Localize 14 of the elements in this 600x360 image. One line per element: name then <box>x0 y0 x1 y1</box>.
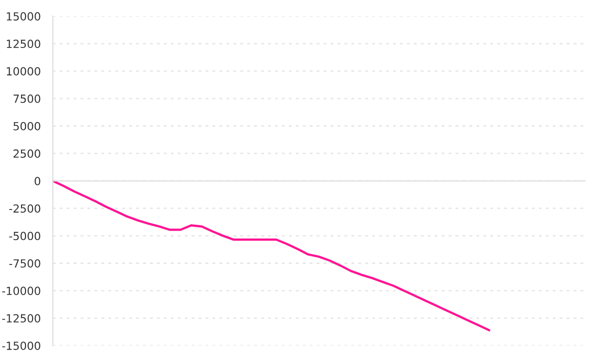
y-tick-label: 12500 <box>6 40 40 48</box>
y-tick-label: 0 <box>34 176 40 186</box>
y-tick-label: 2500 <box>14 149 40 158</box>
y-tick-label: -10000 <box>2 286 40 296</box>
y-tick-label: 7500 <box>14 94 40 103</box>
y-tick-label: 15000 <box>6 12 40 21</box>
y-tick-label: -5000 <box>9 232 40 240</box>
y-tick-label: -2500 <box>9 204 40 213</box>
y-tick-label: 5000 <box>14 122 40 130</box>
y-tick-label: -15000 <box>2 342 40 350</box>
y-tick-label: 10000 <box>6 67 40 76</box>
line-series <box>52 180 490 332</box>
y-tick-label: -7500 <box>9 259 40 268</box>
y-tick-label: -12500 <box>2 314 40 323</box>
